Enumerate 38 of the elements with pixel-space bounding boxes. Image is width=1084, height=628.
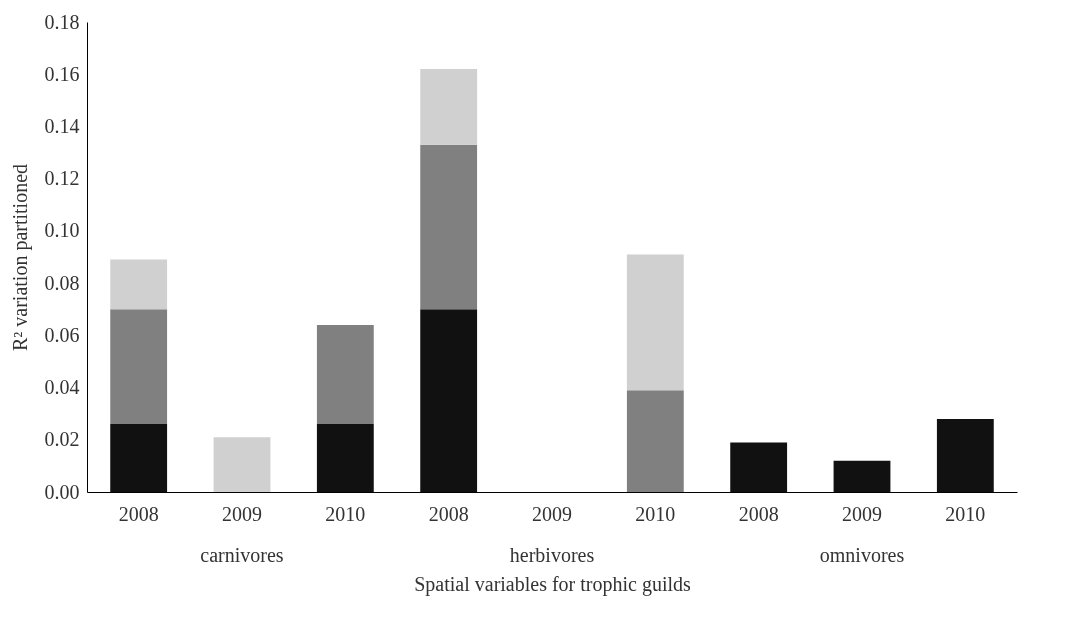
bar [936,418,994,492]
x-tick-label: 2008 [428,502,469,525]
text: herbivores [509,544,595,566]
bar [730,442,788,492]
y-tick-label: 0.04 [44,376,80,399]
y-tick-label: 0.10 [44,219,80,242]
y-tick-label: 0.02 [44,428,80,451]
bar [316,424,374,492]
bar [420,144,478,310]
y-tick-label: 0.12 [44,167,80,190]
bar [316,324,374,425]
bar [110,259,168,310]
text: omnivores [819,544,905,566]
x-tick-label: 2009 [222,502,262,525]
bar [420,69,478,145]
y-tick-label: 0.16 [44,62,80,85]
x-tick-label: 2009 [842,502,882,525]
x-tick-label: 2008 [118,502,159,525]
x-tick-label: 2010 [945,502,986,525]
x-tick-label: 2008 [738,502,779,525]
y-tick-label: 0.08 [44,271,80,294]
bar [110,309,168,425]
bar [213,437,271,492]
y-tick-label: 0.14 [44,114,80,137]
x-tick-label: 2010 [325,502,366,525]
x-tick-label: 2009 [532,502,572,525]
x-tick-label: 2010 [635,502,676,525]
y-tick-label: 0.18 [44,10,80,33]
bar [833,460,891,492]
y-axis-title: R² variation partitioned [8,163,32,352]
bar [110,424,168,492]
x-axis-title: Spatial variables for trophic guilds [414,572,692,596]
y-tick-label: 0.00 [44,480,80,503]
bar [626,390,684,492]
bar [420,309,478,492]
y-tick-label: 0.06 [44,323,80,346]
bar [626,254,684,391]
text: carnivores [200,544,284,566]
